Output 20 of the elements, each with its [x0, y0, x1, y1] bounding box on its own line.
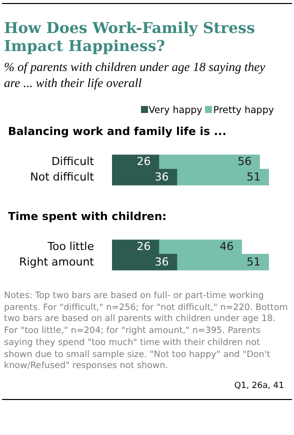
- y-tick-label: Too little: [46, 240, 94, 254]
- chart-title: How Does Work-Family Stress Impact Happiness?: [4, 19, 256, 55]
- y-tick-label: Difficult: [51, 155, 95, 168]
- y-tick-label: Not difficult: [30, 170, 95, 184]
- text: Balancing work and family life is ...: [8, 125, 228, 138]
- data-label: 51: [246, 256, 261, 269]
- chart-title: Time spent with children:: [8, 210, 168, 223]
- y-tick-label: Right amount: [19, 256, 95, 269]
- data-label: 36: [154, 256, 169, 269]
- chart-subtitle: % of parents with children under age 18 saying they are ... with their life overall: [4, 59, 266, 91]
- data-label: 26: [136, 240, 151, 254]
- text: Q1, 26a, 41: [234, 380, 284, 391]
- data-label: 46: [220, 240, 234, 254]
- data-label: 26: [136, 155, 151, 168]
- legend-label: Very happy: [148, 105, 202, 116]
- text: Notes: Top two bars are based on full- or part-time working parents. For "difficult," n=256; for "not difficult," n=220. Bottom two bars are based on all parents with children under age 18. For "too little," n=204; for "right amount," n=395. Parents saying they spend "too much" time with their children not shown due to small sample size. "Not too happy" and "Don't know/Refused" responses not shown.: [4, 291, 289, 373]
- data-label: 36: [154, 170, 169, 184]
- legend-label: Pretty happy: [213, 105, 274, 116]
- data-label: 51: [246, 170, 261, 184]
- data-label: 56: [238, 155, 252, 168]
